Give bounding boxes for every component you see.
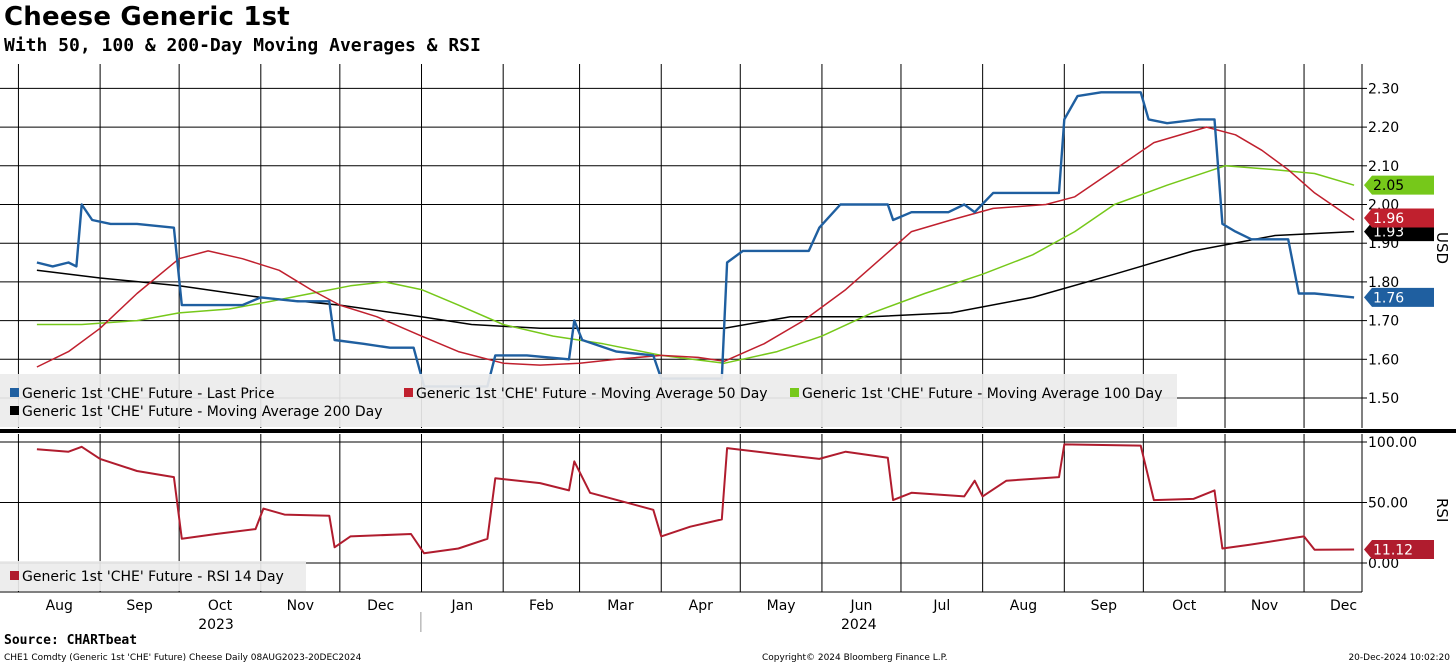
main-y-axis-title: USD xyxy=(1433,232,1451,264)
x-month-label-16: Dec xyxy=(1330,598,1357,614)
x-month-label-2: Oct xyxy=(208,598,233,614)
main-ytick-label-0: 2.30 xyxy=(1368,81,1399,97)
series-line-rsi-14-day xyxy=(36,443,1355,555)
x-month-label-15: Nov xyxy=(1251,598,1278,614)
rsi-legend-label: Generic 1st 'CHE' Future - RSI 14 Day xyxy=(22,569,284,585)
rsi-last-value-flag xyxy=(1364,540,1434,560)
x-month-label-5: Jan xyxy=(451,598,474,614)
legend-label-1: Generic 1st 'CHE' Future - Moving Averag… xyxy=(416,386,768,402)
footer-timestamp: 20-Dec-2024 10:02:20 xyxy=(1348,653,1450,663)
x-month-label-12: Aug xyxy=(1010,598,1037,614)
x-month-label-9: May xyxy=(767,598,796,614)
ma100-last-value-flag-label: 2.05 xyxy=(1373,178,1404,194)
rsi-legend-box xyxy=(0,561,306,591)
footer-ticker-info: CHE1 Comdty (Generic 1st 'CHE' Future) C… xyxy=(4,653,362,663)
chart-title: Cheese Generic 1st xyxy=(4,2,290,32)
x-month-label-13: Sep xyxy=(1091,598,1118,614)
rsi-last-value-flag-label: 11.12 xyxy=(1373,543,1413,559)
ma50-last-value-flag xyxy=(1364,208,1434,228)
rsi-y-axis-title: RSI xyxy=(1433,498,1451,522)
x-month-label-1: Sep xyxy=(126,598,153,614)
series-line-moving-average-50-day xyxy=(36,126,1355,368)
rsi-ytick-label-2: 0.00 xyxy=(1368,556,1399,572)
main-ytick-label-5: 1.80 xyxy=(1368,275,1399,291)
x-month-label-7: Mar xyxy=(607,598,634,614)
legend-label-2: Generic 1st 'CHE' Future - Moving Averag… xyxy=(802,386,1163,402)
x-month-label-10: Jun xyxy=(850,598,873,614)
rsi-legend-swatch xyxy=(10,571,19,580)
x-month-label-4: Dec xyxy=(367,598,394,614)
source-note: Source: CHARTbeat xyxy=(4,633,138,648)
main-ytick-label-6: 1.70 xyxy=(1368,314,1399,330)
rsi-ytick-label-0: 100.00 xyxy=(1368,435,1417,451)
x-month-label-6: Feb xyxy=(529,598,554,614)
chart-subtitle: With 50, 100 & 200-Day Moving Averages &… xyxy=(4,35,481,56)
price-last-value-flag-label: 1.76 xyxy=(1373,290,1404,306)
price-last-value-flag xyxy=(1364,287,1434,307)
panel-separator xyxy=(0,429,1456,433)
legend-swatch-0 xyxy=(10,388,19,397)
x-month-label-3: Nov xyxy=(287,598,314,614)
main-ytick-label-7: 1.60 xyxy=(1368,352,1399,368)
rsi-ytick-label-1: 50.00 xyxy=(1368,496,1408,512)
x-year-label-1: 2024 xyxy=(841,617,877,633)
main-legend-box xyxy=(0,374,1177,427)
x-month-label-0: Aug xyxy=(46,598,73,614)
main-ytick-label-8: 1.50 xyxy=(1368,391,1399,407)
main-ytick-label-1: 2.20 xyxy=(1368,120,1399,136)
ma50-last-value-flag-label: 1.96 xyxy=(1373,211,1404,227)
legend-label-3: Generic 1st 'CHE' Future - Moving Averag… xyxy=(22,404,383,420)
x-month-label-14: Oct xyxy=(1172,598,1197,614)
x-year-label-0: 2023 xyxy=(198,617,234,633)
legend-swatch-1 xyxy=(404,388,413,397)
main-plot-area xyxy=(0,64,1362,428)
x-month-label-8: Apr xyxy=(689,598,713,614)
ma100-last-value-flag xyxy=(1364,175,1434,195)
legend-swatch-2 xyxy=(790,388,799,397)
legend-swatch-3 xyxy=(10,406,19,415)
ma200-last-value-flag-label: 1.93 xyxy=(1373,225,1404,241)
legend-label-0: Generic 1st 'CHE' Future - Last Price xyxy=(22,386,274,402)
x-month-label-11: Jul xyxy=(932,598,950,614)
footer-copyright: Copyright© 2024 Bloomberg Finance L.P. xyxy=(762,653,948,663)
series-line-moving-average-200-day xyxy=(36,230,1355,330)
main-ytick-label-2: 2.10 xyxy=(1368,159,1399,175)
